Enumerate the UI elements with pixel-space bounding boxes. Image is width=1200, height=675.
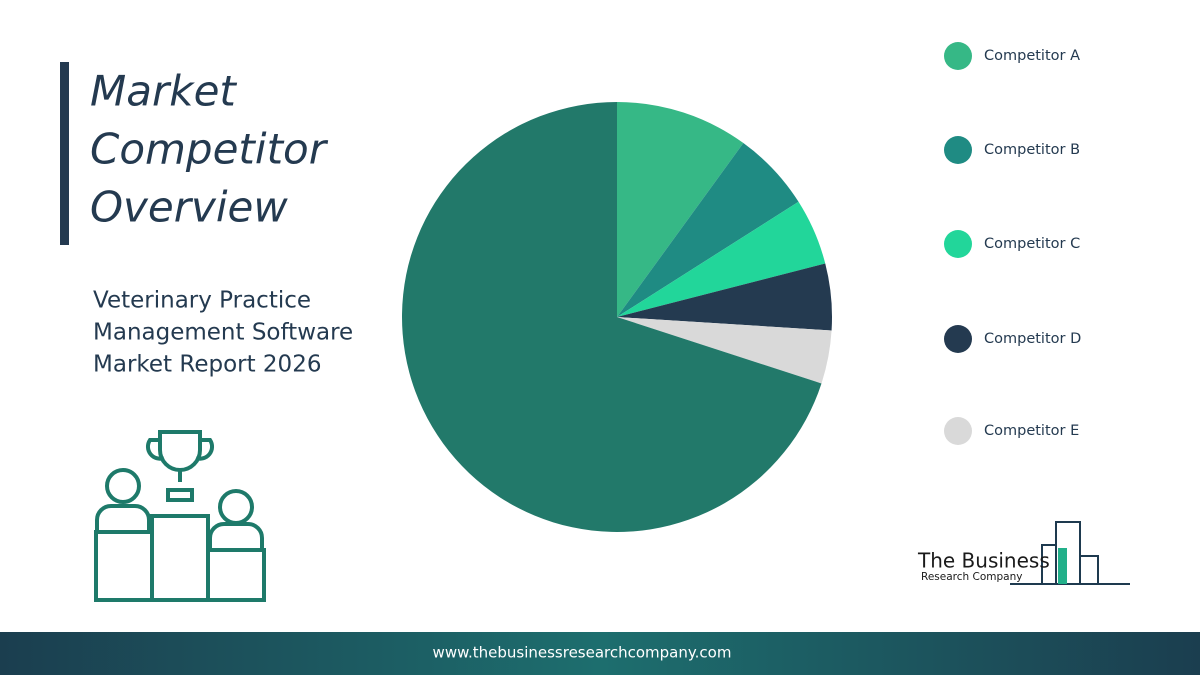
logo-line2: Research Company xyxy=(921,571,1022,583)
title: Market Competitor Overview xyxy=(90,67,329,232)
subtitle-line: Veterinary Practice xyxy=(93,288,311,314)
legend-swatch xyxy=(944,417,972,445)
legend-swatch xyxy=(944,136,972,164)
footer-url: www.thebusinessresearchcompany.com xyxy=(433,644,732,662)
title-line: Market xyxy=(90,67,237,116)
legend-swatch xyxy=(944,230,972,258)
legend-label: Competitor E xyxy=(984,423,1079,439)
legend-label: Competitor C xyxy=(984,236,1080,252)
legend-label: Competitor D xyxy=(984,331,1081,347)
title-bar xyxy=(60,62,69,245)
legend: Competitor A Competitor B Competitor C Comp… xyxy=(944,42,1081,445)
pie-slice xyxy=(402,102,822,532)
legend-swatch xyxy=(944,42,972,70)
podium-icon xyxy=(94,430,266,602)
subtitle-line: Market Report 2026 xyxy=(93,352,321,378)
legend-swatch xyxy=(944,325,972,353)
pie-slice xyxy=(617,263,832,331)
logo-line1: The Business xyxy=(917,549,1050,573)
footer-band xyxy=(0,632,1200,675)
pie-slice xyxy=(617,317,832,384)
pie-slice xyxy=(617,201,826,317)
title-line: Competitor xyxy=(90,125,329,174)
legend-label: Competitor B xyxy=(984,142,1080,158)
subtitle: Veterinary Practice Management Software Ma… xyxy=(93,288,353,378)
subtitle-line: Management Software xyxy=(93,320,353,346)
pie-slice xyxy=(617,143,799,317)
legend-label: Competitor A xyxy=(984,48,1080,64)
logo-graphic xyxy=(1010,521,1130,585)
pie-slice xyxy=(617,102,744,317)
logo-accent xyxy=(1058,548,1067,584)
pie xyxy=(402,102,832,532)
title-line: Overview xyxy=(90,183,288,232)
